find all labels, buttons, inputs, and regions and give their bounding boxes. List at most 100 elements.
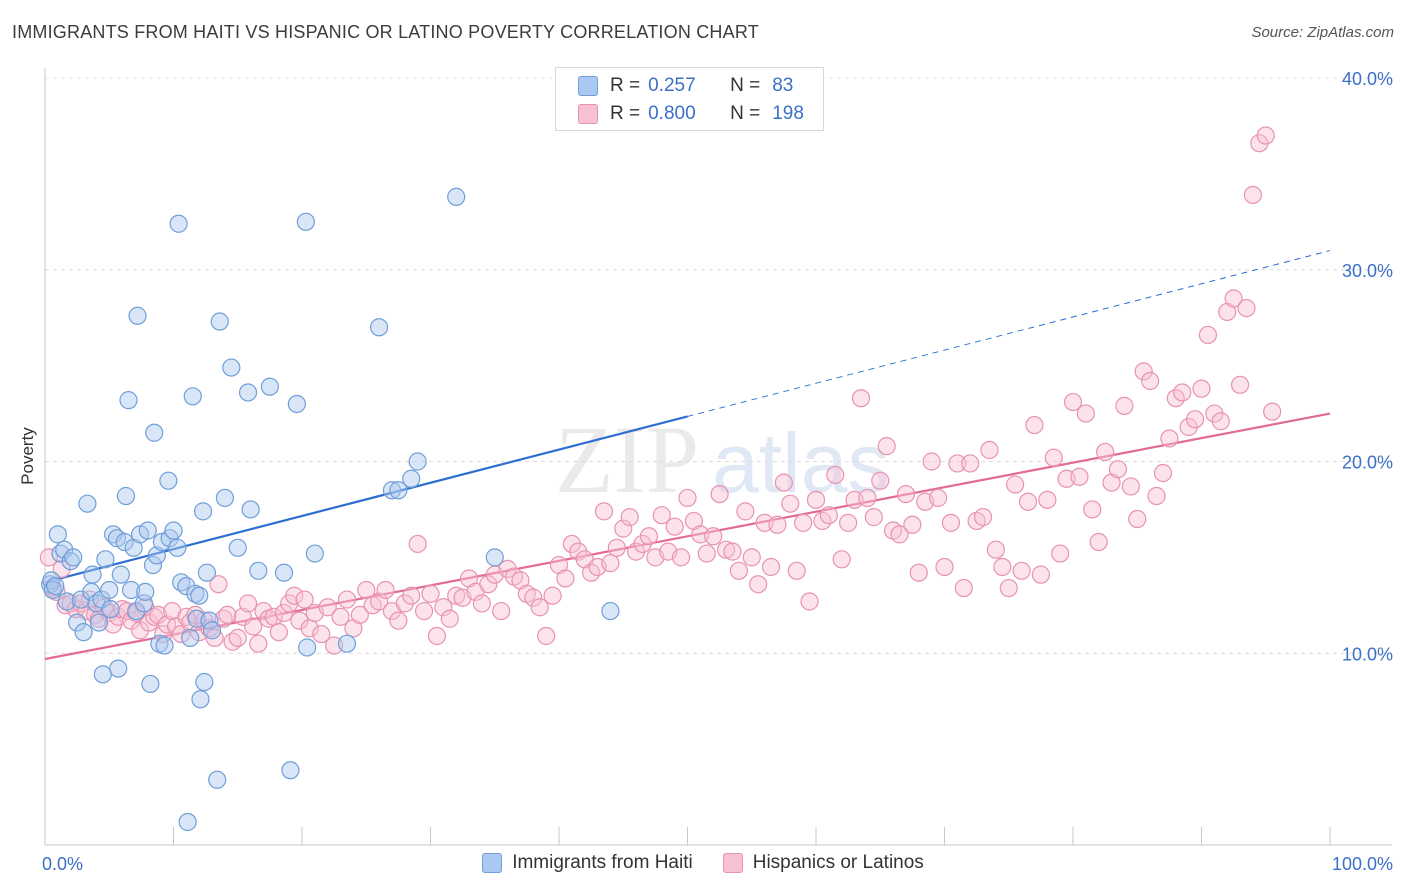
hispanic-point [909,563,928,582]
hispanic-point [794,513,813,532]
haiti-point [116,486,136,506]
haiti-point [193,502,213,521]
haiti-point [382,481,402,500]
hispanic-point [941,513,961,532]
hispanic-point [1044,448,1063,467]
hispanic-point [903,515,922,534]
haiti-point [46,577,65,596]
hispanic-point [1076,404,1095,423]
hispanic-point [800,592,819,611]
haiti-point [169,214,188,233]
haiti-point [408,452,427,471]
y-tick-label: 30.0% [1342,261,1393,281]
data-points [39,126,1282,832]
hispanic-point [1115,396,1134,415]
hispanic-point [1198,325,1218,345]
hispanic-point [472,594,491,613]
hispanic-point [1153,463,1173,483]
hispanic-point [228,628,247,648]
hispanic-point [922,452,941,471]
haiti-point [138,521,157,540]
hispanic-point [1108,460,1128,479]
hispanic-point [1018,492,1038,511]
hispanic-point [1140,371,1160,391]
stats-legend: R = 0.257 N = 83 R = 0.800 N = 198 [555,67,824,131]
legend-item-hispanic[interactable]: Hispanics or Latinos [722,852,924,874]
hispanic-point [357,580,376,600]
hispanic-point [337,590,357,609]
hispanic-point [742,548,761,567]
hispanic-point [652,506,671,525]
legend-r-label: R = [610,75,641,96]
hispanic-point [1211,412,1230,431]
hispanic-point [295,590,314,609]
hispanic-point [244,617,263,636]
hispanic-point [697,544,716,563]
legend-n-value: 83 [772,75,794,96]
hispanic-point [749,575,768,594]
haiti-point [222,358,241,377]
hispanic-point [543,586,562,605]
hispanic-point [768,515,787,534]
haiti-point [164,521,183,540]
haiti-point [57,592,76,611]
haiti-point [93,665,112,684]
hispanic-point [607,538,626,557]
haiti-point [83,565,102,584]
hispanic-point [1160,429,1179,448]
hispanic-point [986,540,1006,559]
hispanic-point [200,619,219,638]
hispanic-point [774,473,793,492]
hispanic-point [678,488,697,508]
haiti-point [68,613,87,632]
hispanic-point [716,540,736,559]
haiti-point [190,586,209,605]
hispanic-point [312,624,331,644]
hispanic-point [524,588,543,607]
haiti-point [485,548,504,567]
y-tick-label: 10.0% [1342,644,1393,664]
haiti-point [181,628,200,648]
haiti-point [64,548,83,567]
hispanic-point [402,586,421,605]
series-legend: Immigrants from Haiti Hispanics or Latin… [0,852,1406,874]
hispanic-point [723,542,742,561]
y-axis-label: Poverty [18,427,37,485]
hispanic-point [1083,500,1102,519]
haiti-point [111,565,130,584]
hispanic-point [408,534,427,554]
haiti-point [134,594,154,613]
hispanic-point [1256,126,1275,145]
y-tick-label: 40.0% [1342,69,1393,89]
haiti-point [197,563,217,582]
hispanic-point [1025,415,1044,435]
hispanic-point [1063,392,1083,412]
hispanic-point [761,557,781,577]
hispanic-point [421,584,440,603]
hispanic-point [710,484,729,504]
haiti-point [274,563,294,582]
haiti-point [178,812,197,832]
haiti-point [228,538,247,557]
haiti-point [136,582,155,601]
hispanic-point [877,437,896,456]
hispanic-point [806,490,826,509]
hispanic-point [839,513,858,532]
haiti-point [601,601,620,621]
legend-item-haiti[interactable]: Immigrants from Haiti [482,852,693,874]
legend-n-label: N = [730,75,761,96]
hispanic-point [935,557,954,577]
hispanic-point [948,454,967,473]
hispanic-point [832,550,851,569]
legend-r-label: R = [610,103,641,124]
haiti-point [298,638,317,657]
hispanic-point [290,611,309,630]
watermark-zip: ZIP [555,406,699,513]
haiti-point [168,538,187,557]
hispanic-point [665,517,684,536]
haiti-point [447,187,466,206]
hispanic-point [890,525,909,544]
watermark: ZIP atlas [555,406,889,513]
hispanic-point [1243,185,1263,205]
